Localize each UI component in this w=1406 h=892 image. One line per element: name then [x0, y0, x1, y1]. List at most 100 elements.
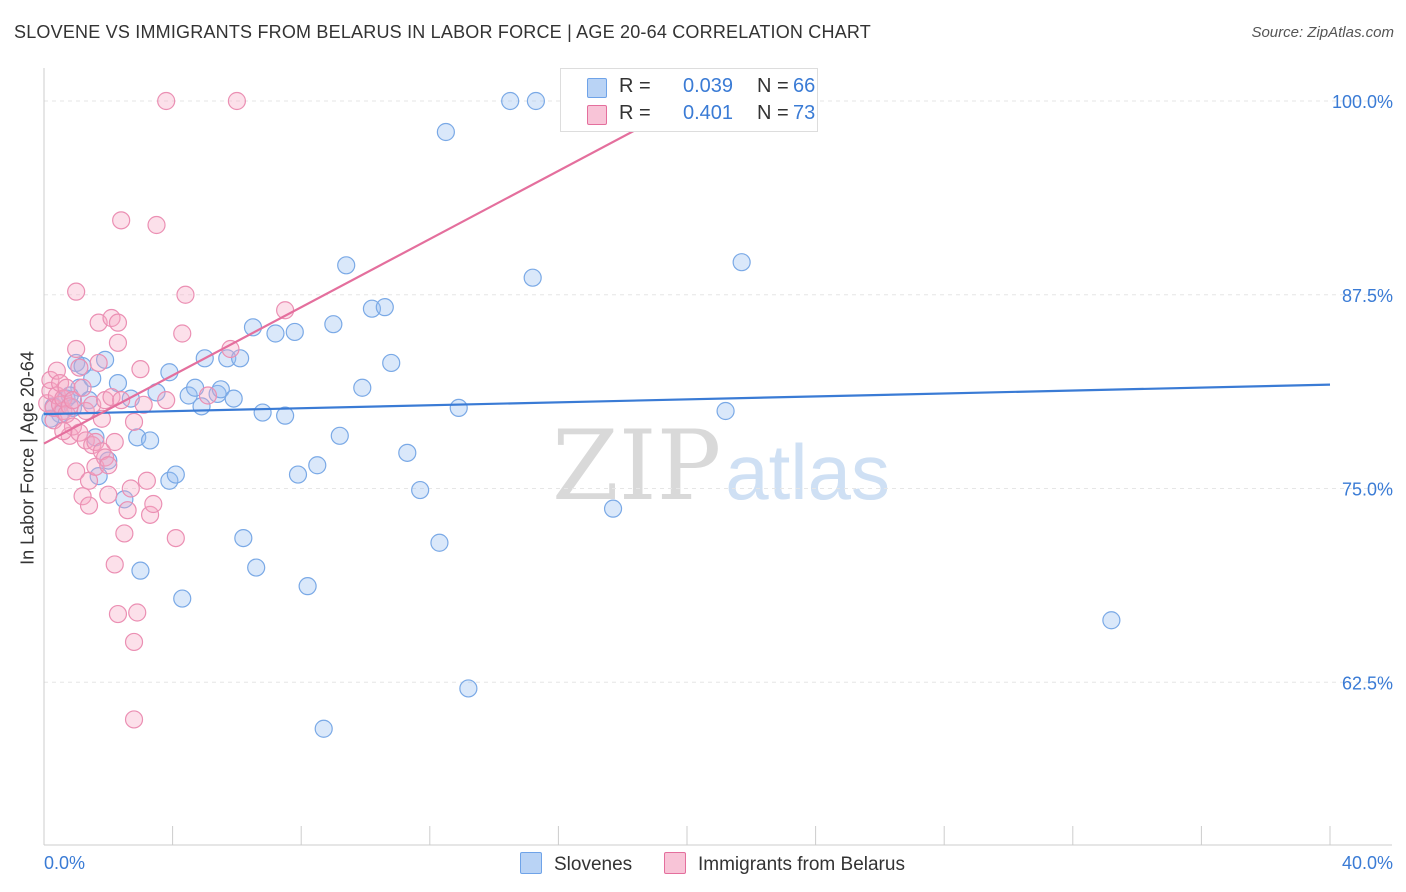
belarus-point — [108, 313, 128, 332]
belarus-point — [105, 555, 124, 574]
slovenes-point — [324, 315, 343, 334]
slovenes-point — [247, 558, 266, 577]
slovenes-point — [337, 256, 356, 275]
belarus-point — [128, 603, 147, 622]
belarus-point — [67, 462, 86, 481]
slovenes-point — [375, 298, 394, 317]
belarus-point — [67, 339, 86, 359]
belarus-point — [73, 487, 92, 506]
belarus-point — [124, 632, 144, 652]
belarus-point — [140, 505, 160, 524]
slovenes-point — [716, 401, 735, 421]
slovenes-point — [308, 456, 327, 475]
y-tick-label: 62.5% — [1342, 673, 1393, 693]
chart-title: SLOVENE VS IMMIGRANTS FROM BELARUS IN LA… — [14, 22, 871, 42]
watermark-zip: ZIP — [552, 410, 722, 522]
legend-swatch-slovenes — [587, 78, 607, 98]
slovenes-point — [430, 533, 449, 552]
belarus-point — [41, 370, 60, 390]
belarus-point — [147, 215, 166, 235]
y-tick-label: 87.5% — [1342, 286, 1393, 306]
legend-n-label: N = — [757, 75, 789, 97]
y-tick-label: 75.0% — [1342, 480, 1393, 500]
slovenes-point — [732, 253, 751, 272]
legend-r-label: R = — [619, 75, 651, 97]
belarus-point — [198, 386, 218, 405]
slovenes-point — [285, 322, 304, 342]
x-tick-label-max: 40.0% — [1342, 853, 1393, 873]
watermark-atlas: atlas — [725, 428, 890, 516]
belarus-point — [63, 391, 83, 410]
belarus-point — [86, 432, 105, 452]
slovenes-point — [140, 431, 160, 450]
belarus-point — [83, 436, 102, 455]
belarus-point — [108, 333, 128, 352]
bottom-legend-belarus[interactable]: Immigrants from Belarus — [664, 852, 905, 876]
bottom-legend-label-slovenes: Slovenes — [554, 854, 633, 875]
slovenes-point — [314, 719, 333, 738]
belarus-point — [118, 501, 137, 520]
slovenes-point — [603, 499, 623, 518]
belarus-point — [99, 456, 118, 475]
legend-n-label: N = — [757, 102, 789, 124]
belarus-point — [115, 524, 134, 543]
legend-n-value-slovenes: 66 — [793, 75, 816, 97]
y-axis-label: In Labor Force | Age 20-64 — [17, 351, 38, 565]
belarus-point — [157, 91, 176, 111]
bottom-legend-swatch-slovenes — [520, 852, 542, 874]
slovenes-point — [449, 398, 468, 417]
belarus-point — [105, 432, 124, 452]
belarus-point — [108, 604, 128, 624]
legend-swatch-belarus — [587, 105, 607, 125]
belarus-point — [176, 285, 195, 304]
slovenes-point — [234, 528, 253, 548]
slovenes-point — [398, 443, 417, 462]
slovenes-point — [436, 122, 455, 142]
slovenes-point — [353, 378, 372, 397]
legend-r-value-belarus: 0.401 — [683, 102, 734, 124]
slovenes-point — [382, 353, 401, 373]
belarus-point — [144, 494, 163, 514]
belarus-point — [166, 528, 185, 548]
slovenes-point — [298, 577, 317, 596]
belarus-point — [124, 412, 144, 431]
legend-r-value-slovenes: 0.039 — [683, 75, 734, 97]
belarus-point — [67, 282, 86, 301]
slovenes-trendline — [43, 383, 1331, 416]
belarus-point — [99, 485, 118, 504]
slovenes-point — [288, 465, 308, 484]
legend-n-value-belarus: 73 — [793, 102, 816, 124]
bottom-legend-slovenes[interactable]: Slovenes — [520, 852, 632, 876]
slovenes-point — [253, 403, 272, 422]
x-tick-label-min: 0.0% — [44, 853, 85, 873]
belarus-point — [173, 324, 192, 343]
points-layer — [38, 91, 1121, 738]
slovenes-point — [526, 91, 545, 111]
belarus-point — [79, 496, 99, 515]
axis-layer — [43, 68, 1392, 846]
slovenes-point — [411, 480, 430, 500]
belarus-point — [89, 353, 108, 373]
belarus-point — [124, 710, 144, 729]
belarus-point — [112, 211, 131, 230]
slovenes-point — [173, 589, 192, 608]
belarus-trendline — [43, 100, 691, 445]
legend-r-label: R = — [619, 102, 651, 124]
slovenes-point — [523, 268, 542, 287]
y-tick-label: 100.0% — [1332, 92, 1393, 112]
trend-layer — [43, 100, 1331, 445]
belarus-point — [102, 387, 121, 407]
belarus-point — [73, 378, 92, 397]
slovenes-point — [459, 679, 478, 698]
slovenes-point — [1102, 611, 1121, 630]
slovenes-point — [83, 369, 102, 388]
slovenes-point — [231, 349, 250, 368]
belarus-point — [121, 479, 140, 498]
slovenes-point — [224, 389, 243, 408]
correlation-legend: R = 0.039 N = 66 R = 0.401 N = 73 — [560, 68, 818, 132]
belarus-point — [227, 91, 246, 111]
belarus-point — [70, 358, 89, 377]
zipatlas-watermark: ZIPatlas — [552, 410, 890, 522]
slovenes-point — [131, 561, 150, 580]
